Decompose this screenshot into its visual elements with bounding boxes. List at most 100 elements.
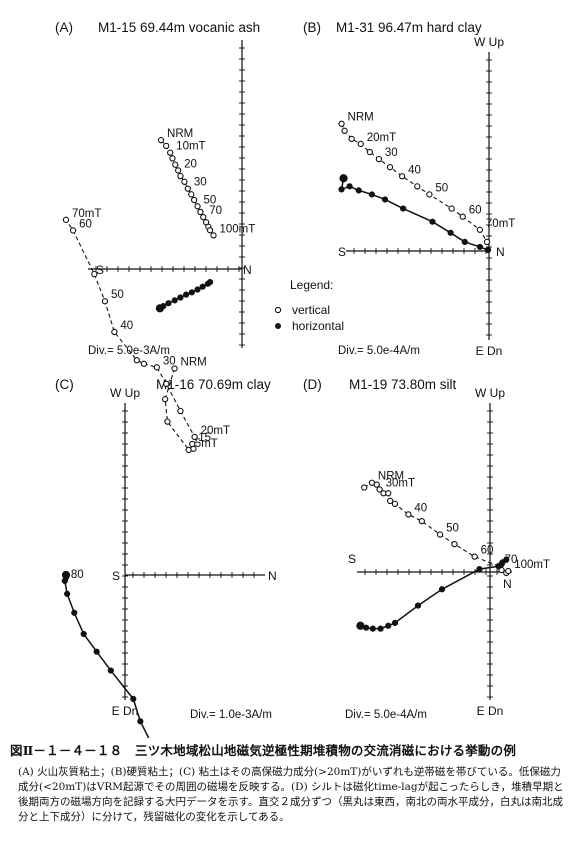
vertical-point [140, 360, 148, 367]
step-label: 30 [194, 177, 207, 189]
horizontal-point [414, 602, 422, 609]
horizontal-point [339, 174, 348, 183]
vertical-point [361, 484, 368, 491]
chart-title: M1-16 70.69m clay [156, 377, 271, 392]
horizontal-point [183, 291, 190, 298]
horizontal-point [429, 218, 436, 225]
vertical-point [191, 433, 198, 441]
horizontal-point [447, 229, 454, 236]
step-label: 30 [385, 147, 398, 159]
vertical-point [471, 553, 478, 560]
vertical-point [153, 364, 161, 371]
axis-label-east: N [268, 569, 277, 583]
vertical-point [398, 173, 406, 180]
chart-title: M1-15 69.44m vocanic ash [98, 20, 260, 35]
panel-label: (C) [55, 377, 74, 392]
step-label: 80 [71, 569, 84, 581]
horizontal-point [355, 187, 362, 194]
panel-d: (D) M1-19 73.80m silt W Up E Dn S N Div.= 5.0e… [303, 377, 550, 721]
vertical-point [62, 216, 70, 223]
horizontal-point [130, 695, 137, 703]
axis-label-east: N [243, 263, 252, 277]
horizontal-point [199, 283, 206, 290]
horizontal-point [476, 243, 484, 251]
caption-title: 図Ⅱ－１－４－１８ 三ツ木地域松山地磁気逆極性期堆積物の交流消磁における挙動の例 [10, 743, 517, 758]
vertical-point [386, 164, 394, 171]
vertical-point [459, 213, 466, 220]
vertical-point [375, 155, 383, 163]
chart-title: M1-31 96.47m hard clay [336, 20, 482, 35]
vertical-point [133, 357, 140, 364]
legend: Legend: vertical horizontal [274, 278, 344, 333]
vertical-point [476, 226, 484, 233]
vertical-point [163, 380, 170, 387]
step-label: 15 [198, 432, 211, 444]
vertical-series-line [341, 123, 488, 243]
horizontal-series-line [64, 575, 150, 738]
horizontal-point [346, 183, 353, 190]
vertical-point [163, 142, 170, 150]
axis-label-east: N [496, 245, 505, 259]
step-label: 70 [209, 205, 222, 217]
horizontal-point [188, 289, 195, 296]
vertical-point [405, 511, 412, 518]
scale-div: Div.= 1.0e-3A/m [190, 709, 272, 721]
step-label: 50 [446, 523, 459, 535]
scale-div: Div.= 5.0e-4A/m [345, 709, 427, 721]
vertical-point [69, 227, 77, 234]
horizontal-point [160, 302, 167, 310]
vertical-point [184, 185, 191, 192]
horizontal-point [356, 621, 365, 630]
vertical-point [341, 127, 348, 134]
vertical-point [91, 270, 98, 278]
vertical-point [189, 440, 196, 448]
horizontal-point [363, 624, 370, 631]
horizontal-point [369, 625, 376, 632]
step-label: 10mT [176, 141, 205, 153]
vertical-point [385, 490, 392, 497]
axis-label-west: S [96, 263, 104, 277]
vertical-point [194, 203, 201, 210]
axis-label-down: E Dn [476, 344, 503, 358]
horizontal-point [391, 619, 399, 626]
vertical-point [167, 149, 174, 156]
vertical-point [448, 205, 455, 212]
panel-label: (B) [303, 20, 321, 35]
caption-body: (A) 火山灰質粘土；(B)硬質粘土；(C) 粘土はその高保磁力成分(>20mT… [18, 766, 564, 823]
step-label: 60 [481, 545, 494, 557]
step-label: 40 [408, 164, 421, 176]
panel-label: (D) [303, 377, 322, 392]
step-label: 40 [414, 502, 427, 514]
axis-label-down: E Dn [477, 704, 504, 718]
step-label: 50 [204, 194, 217, 206]
vertical-point [161, 396, 169, 403]
legend-vertical-label: vertical [292, 303, 330, 317]
vertical-point [177, 172, 184, 180]
horizontal-point [137, 718, 144, 725]
vertical-point [101, 298, 109, 305]
step-label: 100mT [220, 223, 256, 235]
legend-horizontal-label: horizontal [292, 319, 344, 333]
step-label: 20mT [367, 132, 396, 144]
horizontal-point [381, 196, 389, 203]
panel-c: (C) M1-16 70.69m clay W Up E Dn S N Div.= 1.0e… [55, 208, 277, 738]
legend-vertical-marker [274, 306, 282, 314]
chart-title: M1-19 73.80m silt [349, 377, 457, 392]
step-label: 30mT [386, 477, 415, 489]
horizontal-point [368, 191, 375, 198]
vertical-point [436, 531, 444, 538]
vertical-point [171, 365, 178, 372]
zijderveld-figure: (A) M1-15 69.44m vocanic ash S N Div.= 5.0e-… [55, 20, 550, 738]
horizontal-point [93, 648, 100, 655]
vertical-point [414, 183, 421, 190]
vertical-point [197, 208, 204, 216]
horizontal-point [503, 556, 510, 563]
vertical-point [376, 486, 383, 493]
step-label: 100mT [514, 559, 550, 571]
vertical-point [373, 481, 380, 488]
vertical-point [505, 567, 512, 575]
step-label: 70mT [486, 218, 515, 230]
vertical-point [206, 227, 214, 234]
